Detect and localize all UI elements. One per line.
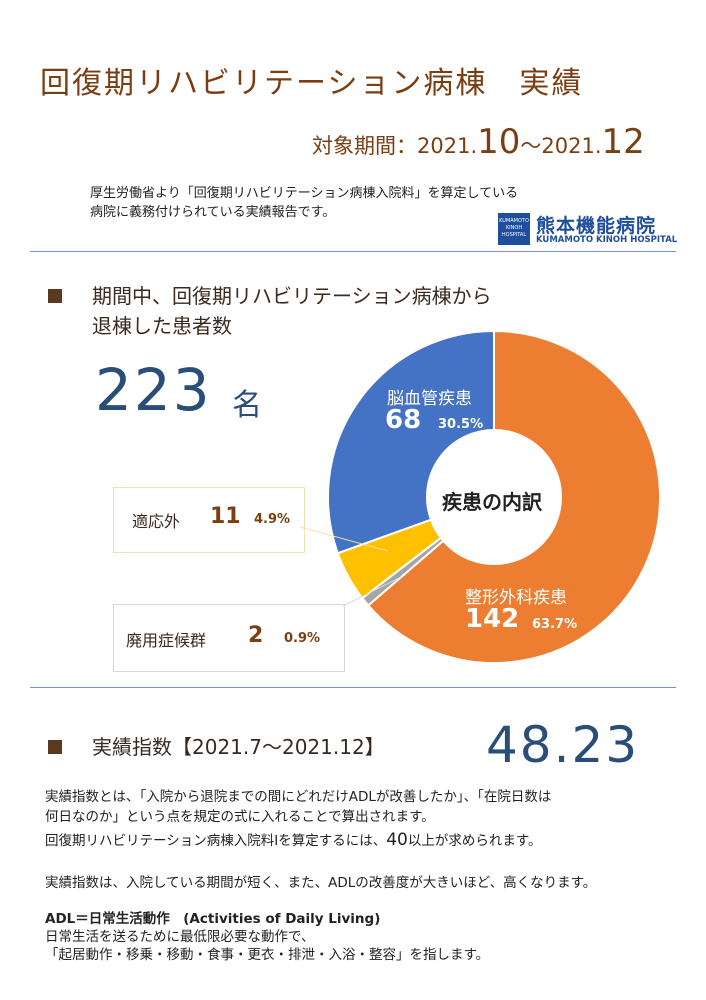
donut-slice-nokekkan [327,329,495,555]
divider-top [30,251,676,252]
section1-bullet-icon [48,289,62,303]
page-title: 回復期リハビリテーション病棟 実績 [40,66,584,101]
section1-heading-line-1: 期間中、回復期リハビリテーション病棟から [92,284,492,308]
slice-percent-tekiogai: 4.9% [254,512,291,527]
period-sep: 〜2021. [520,134,602,158]
adl-line-1: 日常生活を送るために最低限必要な動作で、 [45,929,315,945]
slice-label-nokekkan: 脳血管疾患 [387,389,472,409]
hospital-logo: KUMAMOTO KINOH HOSPITAL 熊本機能病院 KUMAMOTO … [498,211,678,247]
logo-name-jp: 熊本機能病院 [536,215,657,237]
slice-percent-seikei: 63.7% [532,617,578,632]
index-explanation: 実績指数は、入院している期間が短く、また、ADLの改善度が大きいほど、高くなりま… [45,875,597,891]
donut-slice-seikei [366,329,661,664]
divider-middle [30,687,676,688]
note-line-2: 病院に義務付けられている実績報告です。 [90,205,336,220]
requirement-post: 以上が求められます。 [407,833,542,849]
slice-percent-haiyo: 0.9% [284,631,321,646]
callout-haiyo: 廃用症候群 2 0.9% [113,604,345,672]
adl-title: ADL＝日常生活動作 (Activities of Daily Living) [45,911,381,927]
slice-label-seikei: 整形外科疾患 [465,588,567,608]
patient-count-unit: 名 [232,388,262,423]
slice-label-tekiogai: 適応外 [132,512,181,531]
section2-heading: 実績指数【2021.7〜2021.12】 [92,735,385,759]
leader-line-haiyo [342,576,402,607]
definition-line-1: 実績指数とは、「入院から退院までの間にどれだけADLが改善したか」、「在院日数は [45,789,552,805]
requirement-number: 40 [386,830,408,850]
patient-count: 223 [95,356,212,424]
chart-center-title: 疾患の内訳 [442,490,542,514]
slice-value-nokekkan: 68 [385,405,422,435]
report-note: 厚生労働省より「回復期リハビリテーション病棟入院料」を算定している 病院に義務付… [90,184,630,222]
period-start-pre: 2021. [417,134,478,158]
note-line-1: 厚生労働省より「回復期リハビリテーション病棟入院料」を算定している [90,186,519,201]
logo-name-en: KUMAMOTO KINOH HOSPITAL [536,235,678,245]
index-requirement: 回復期リハビリテーション病棟入院料Ⅰを算定するには、40以上が求められます。 [45,830,685,851]
adl-line-2: 「起居動作・移乗・移動・食事・更衣・排泄・入浴・整容」を指します。 [45,947,490,963]
requirement-pre: 回復期リハビリテーション病棟入院料Ⅰを算定するには、 [45,833,387,849]
definition-line-2: 何日なのか」という点を規定の式に入れることで算出されます。 [45,809,435,825]
target-period: 対象期間：2021.10〜2021.12 [312,122,645,162]
index-definition: 実績指数とは、「入院から退院までの間にどれだけADLが改善したか」、「在院日数は… [45,787,685,827]
section2-bullet-icon [48,740,62,754]
performance-index-value: 48.23 [486,716,640,774]
slice-value-haiyo: 2 [248,623,264,648]
period-start-month: 10 [477,122,521,162]
slice-label-haiyo: 廃用症候群 [126,631,207,650]
callout-tekiogai: 適応外 11 4.9% [113,487,305,553]
slice-value-seikei: 142 [465,604,520,634]
logo-mark: KUMAMOTO KINOH HOSPITAL [498,213,530,245]
section1-heading-line-2: 退棟した患者数 [92,314,232,338]
period-label: 対象期間： [312,134,417,158]
slice-percent-nokekkan: 30.5% [438,417,484,432]
period-end-month: 12 [601,122,645,162]
slice-value-tekiogai: 11 [210,504,241,529]
leader-line-tekiogai [299,526,389,552]
